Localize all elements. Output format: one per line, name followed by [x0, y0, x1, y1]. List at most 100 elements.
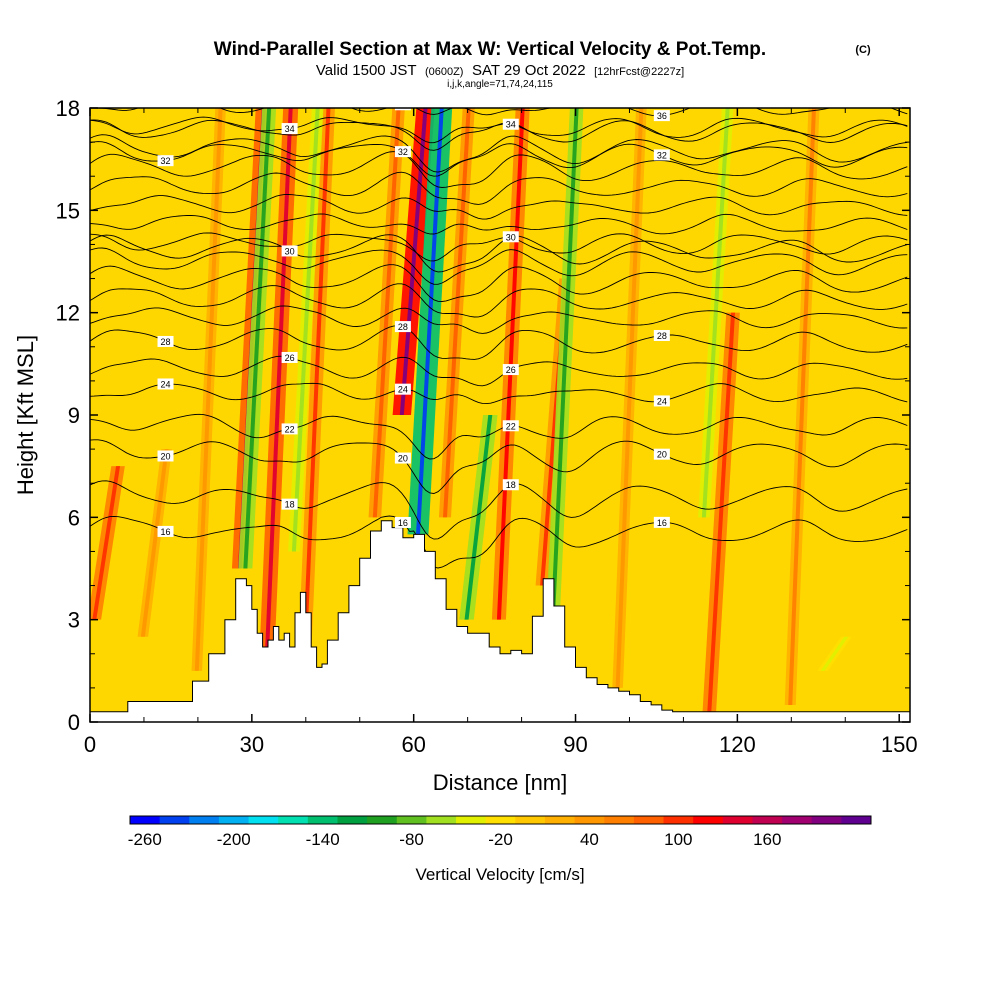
- isentrope-line-4: [90, 382, 908, 405]
- colorbar-label: Vertical Velocity [cm/s]: [415, 865, 584, 884]
- isentrope-line-20: [90, 134, 908, 173]
- isentrope-label-bg: [502, 118, 519, 130]
- isentrope-label: 26: [506, 365, 516, 375]
- colorbar-swatch: [811, 816, 842, 824]
- colorbar-tick-label: -20: [488, 830, 513, 849]
- isentrope-label: 24: [398, 385, 408, 395]
- colorbar-swatch: [367, 816, 398, 824]
- isentrope-line-16: [90, 213, 908, 235]
- colorbar-swatch: [456, 816, 487, 824]
- colorbar-swatch: [426, 816, 457, 824]
- isentrope-label-bg: [653, 395, 670, 407]
- x-tick-label: 0: [84, 732, 96, 757]
- isentrope-label-bg: [394, 516, 411, 528]
- isentrope-label: 24: [161, 379, 171, 389]
- x-axis-label: Distance [nm]: [433, 770, 568, 795]
- isentrope-line-8: [90, 141, 908, 177]
- isentrope-label: 36: [398, 100, 408, 110]
- isentrope-label-bg: [157, 525, 174, 537]
- isentrope-label: 16: [398, 518, 408, 528]
- y-tick-label: 9: [68, 403, 80, 428]
- isentrope-label-bg: [502, 420, 519, 432]
- colorbar-swatch: [752, 816, 783, 824]
- isentrope-label: 20: [398, 454, 408, 464]
- isentrope-label: 32: [161, 156, 171, 166]
- isentrope-label: 32: [398, 147, 408, 157]
- colorbar-swatch: [130, 816, 161, 824]
- isentrope-label-bg: [653, 149, 670, 161]
- x-tick-label: 120: [719, 732, 756, 757]
- colorbar-swatch: [782, 816, 813, 824]
- colorbar-swatch: [722, 816, 753, 824]
- isentrope-label-bg: [281, 245, 298, 257]
- colorbar-swatch: [841, 816, 872, 824]
- isentrope-label: 32: [657, 150, 667, 160]
- isentrope-label-bg: [394, 146, 411, 158]
- x-tick-label: 150: [881, 732, 918, 757]
- isentrope-label: 20: [657, 450, 667, 460]
- colorbar-swatch: [396, 816, 427, 824]
- isentrope-label-bg: [653, 329, 670, 341]
- chart-index-line: i,j,k,angle=71,74,24,115: [447, 79, 553, 90]
- isentrope-label: 26: [285, 353, 295, 363]
- isentrope-label: 34: [285, 124, 295, 134]
- isentrope-label: 24: [657, 396, 667, 406]
- colorbar-swatch: [159, 816, 190, 824]
- colorbar: -260 -200 -140 -80 -20 40 100 160: [128, 815, 872, 849]
- isentrope-lines: [90, 108, 908, 569]
- x-tick-label: 30: [240, 732, 264, 757]
- updraft-core-4: [264, 108, 293, 654]
- isentrope-line-2: [90, 439, 908, 494]
- isentrope-label-bg: [158, 93, 174, 104]
- isentrope-label-bg: [653, 448, 670, 460]
- isentrope-label: 36: [657, 111, 667, 121]
- downdraft-core-16: [416, 108, 444, 535]
- isentrope-line-0: [90, 515, 908, 569]
- isentrope-line-6: [90, 325, 908, 360]
- x-tick-label: 90: [563, 732, 587, 757]
- downdraft-core-19: [701, 108, 730, 518]
- colorbar-swatch: [218, 816, 249, 824]
- y-axis-label: Height [Kft MSL]: [13, 335, 38, 495]
- isentrope-line-12: [90, 283, 908, 318]
- colorbar-swatch: [663, 816, 694, 824]
- isentrope-label: 30: [506, 232, 516, 242]
- isentrope-label: 18: [506, 480, 516, 490]
- isentrope-label-bg: [157, 450, 174, 462]
- colorbar-swatch: [307, 816, 338, 824]
- colorbar-swatch: [515, 816, 546, 824]
- subtitle-valid: Valid 1500 JST: [316, 62, 417, 79]
- isentrope-label: 18: [285, 500, 295, 510]
- isentrope-label-bg: [281, 423, 298, 435]
- isentrope-label: 20: [161, 451, 171, 461]
- downdraft-core-17: [464, 415, 493, 620]
- subtitle-forecast: [12hrFcst@2227z]: [594, 66, 684, 78]
- subtitle-date: SAT 29 Oct 2022: [472, 62, 586, 79]
- colorbar-tick-label: -200: [217, 830, 251, 849]
- updraft-core-2: [194, 108, 223, 671]
- downdraft-core-20: [820, 636, 849, 671]
- updraft-core-6: [372, 108, 401, 518]
- updraft-core-1: [140, 449, 169, 637]
- isentrope-line-17: [90, 194, 908, 220]
- updraft-core-5: [302, 108, 331, 654]
- colorbar-swatch: [189, 816, 220, 824]
- y-tick-label: 15: [56, 198, 80, 223]
- colorbar-tick-label: -140: [306, 830, 340, 849]
- y-tick-label: 3: [68, 608, 80, 633]
- colorbar-tick-label: 160: [753, 830, 781, 849]
- isentrope-label-bg: [281, 498, 298, 510]
- colorbar-swatch: [693, 816, 724, 824]
- terrain-mask: [89, 520, 911, 723]
- isentrope-line-13: [90, 264, 908, 302]
- colorbar-swatch: [248, 816, 279, 824]
- colorbar-swatch: [278, 816, 309, 824]
- isentrope-line-18: [90, 171, 908, 205]
- colorbar-swatch: [337, 816, 368, 824]
- isentrope-line-10: [90, 108, 908, 117]
- isentrope-label-bg: [394, 321, 411, 333]
- isentrope-label-bg: [394, 383, 411, 395]
- isentrope-label: 22: [506, 421, 516, 431]
